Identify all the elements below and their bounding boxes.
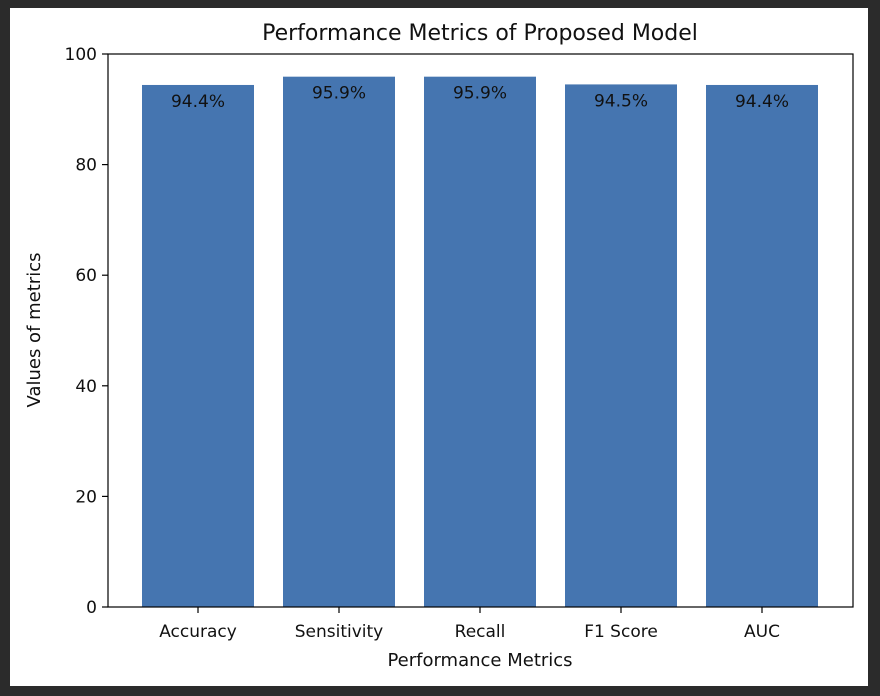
chart-figure: Performance Metrics of Proposed Model 94… xyxy=(10,8,868,686)
ticks-layer: Accuracy Sensitivity Recall F1 Score AUC 0 20 4… xyxy=(65,45,780,642)
y-tick-label: 20 xyxy=(75,487,97,507)
chart-title: Performance Metrics of Proposed Model xyxy=(262,21,698,46)
bar-chart: Performance Metrics of Proposed Model 94… xyxy=(24,21,854,671)
bar-value-label: 94.5% xyxy=(594,91,648,111)
plot-area-frame xyxy=(107,53,854,608)
x-axis-label: Performance Metrics xyxy=(387,650,572,671)
x-tick-label: F1 Score xyxy=(584,622,658,642)
y-tick-label: 40 xyxy=(75,377,97,397)
y-tick-label: 100 xyxy=(65,45,97,65)
bar-auc xyxy=(706,84,818,607)
bar-value-label: 94.4% xyxy=(735,92,789,112)
bar-value-label: 95.9% xyxy=(453,84,507,104)
y-tick-label: 80 xyxy=(75,156,97,176)
x-tick-label: Accuracy xyxy=(159,622,237,642)
bar-accuracy xyxy=(142,84,254,607)
y-axis-label: Values of metrics xyxy=(24,253,45,408)
bar-value-label: 94.4% xyxy=(171,92,225,112)
bar-value-label: 95.9% xyxy=(312,84,366,104)
bar-f1-score xyxy=(565,84,677,608)
y-tick-label: 60 xyxy=(75,266,97,286)
bars-layer: 94.4% 95.9% 95.9% 94.5% 94.4% xyxy=(142,76,818,608)
bar-recall xyxy=(424,76,536,608)
bar-sensitivity xyxy=(283,76,395,608)
x-tick-label: AUC xyxy=(744,622,780,642)
y-tick-label: 0 xyxy=(86,598,97,618)
x-tick-label: Sensitivity xyxy=(295,622,384,642)
x-tick-label: Recall xyxy=(455,622,506,642)
